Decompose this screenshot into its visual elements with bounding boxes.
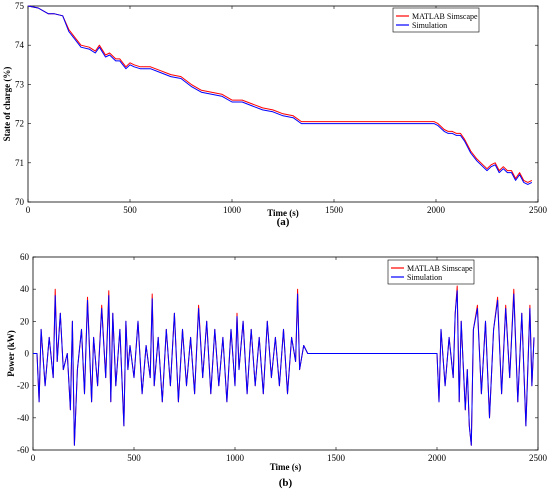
x-tick-label: 500 — [127, 453, 141, 463]
x-tick-label: 0 — [26, 205, 31, 215]
x-tick-label: 500 — [123, 205, 137, 215]
y-tick-label: 74 — [15, 40, 25, 50]
panel-caption: (b) — [279, 477, 293, 489]
legend-box — [392, 7, 480, 33]
x-tick-label: 2500 — [529, 205, 548, 215]
x-tick-label: 1500 — [325, 205, 344, 215]
legend-label: Simulation — [412, 21, 447, 30]
y-tick-label: 40 — [20, 284, 30, 294]
y-tick-label: 75 — [15, 1, 25, 11]
y-tick-label: -60 — [17, 445, 29, 455]
x-axis-label: Time (s) — [270, 462, 302, 472]
series-line-matlab-simscape — [27, 5, 533, 183]
legend-label: MATLAB Simscape — [407, 264, 473, 273]
x-tick-label: 2500 — [529, 453, 548, 463]
x-tick-label: 1500 — [327, 453, 346, 463]
series-line-simulation — [33, 290, 535, 446]
y-tick-label: 20 — [20, 316, 30, 326]
x-tick-label: 2000 — [427, 205, 446, 215]
y-tick-label: 70 — [15, 197, 25, 207]
y-tick-label: 60 — [20, 252, 30, 262]
panel-b-power-chart: 0 500 1000 1500 2000 2500 -60 -40 -20 0 20 40 60 Time… — [6, 252, 548, 489]
y-tick-label: 72 — [15, 119, 24, 129]
x-tick-label: 1000 — [223, 205, 242, 215]
x-axis-label: Time (s) — [267, 208, 299, 218]
legend-label: Simulation — [407, 273, 442, 282]
x-tick-label: 2000 — [428, 453, 447, 463]
plot-frame — [27, 5, 539, 203]
y-tick-label: -40 — [17, 413, 29, 423]
y-tick-label: 73 — [15, 79, 25, 89]
panel-a-soc-chart: 0 500 1000 1500 2000 2500 70 71 72 73 74 75 Time (s)… — [2, 1, 548, 228]
y-axis-label: State of charge (%) — [2, 67, 12, 142]
legend-label: MATLAB Simscape — [412, 12, 478, 21]
series-line-simulation — [27, 5, 533, 185]
y-tick-label: 71 — [15, 158, 24, 168]
x-tick-label: 0 — [31, 453, 36, 463]
legend-box — [387, 259, 475, 285]
y-tick-label: -20 — [17, 381, 29, 391]
y-tick-label: 0 — [25, 349, 30, 359]
y-axis-label: Power (kW) — [6, 330, 16, 377]
panel-caption: (a) — [277, 216, 290, 228]
x-tick-label: 1000 — [226, 453, 245, 463]
